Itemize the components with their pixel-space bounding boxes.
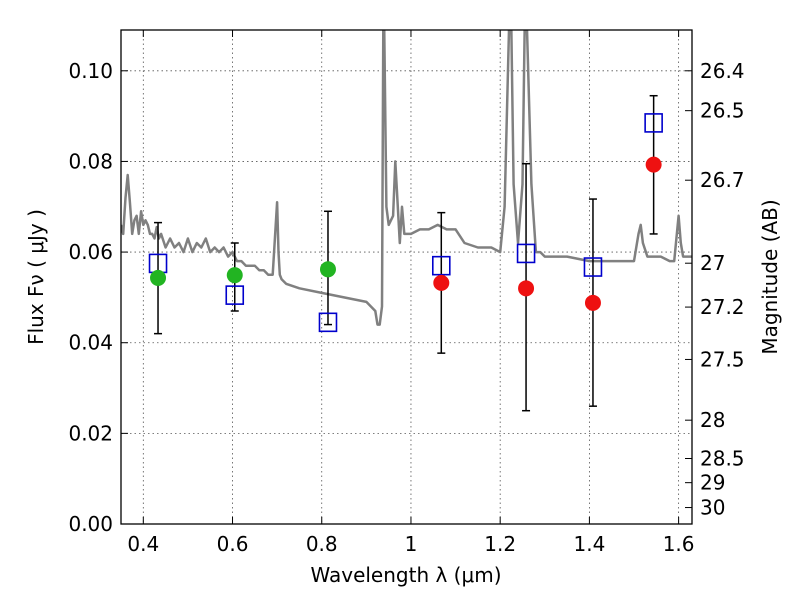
red-data-point <box>433 274 450 291</box>
y-right-tick-label: 27.5 <box>700 347 745 371</box>
x-tick-label: 0.4 <box>127 532 159 556</box>
model-flux-square <box>318 312 338 333</box>
y-tick-label: 0.08 <box>68 149 113 173</box>
model-flux-square <box>644 113 663 133</box>
y-right-tick-label: 30 <box>700 496 725 520</box>
y-tick-label: 0.02 <box>68 421 113 445</box>
y-right-tick-label: 26.7 <box>700 168 745 192</box>
y-tick-label: 0.06 <box>68 240 113 264</box>
plot-frame <box>120 29 693 525</box>
model-flux-square <box>225 285 245 305</box>
x-tick-label: 0.8 <box>306 532 338 556</box>
grid <box>121 30 692 525</box>
y-right-tick-label: 28 <box>700 408 725 432</box>
x-tick-label: 1.6 <box>663 532 695 556</box>
red-data-point <box>645 156 662 173</box>
x-tick-label: 1.4 <box>573 532 605 556</box>
green-data-point <box>150 269 167 286</box>
x-axis-label: Wavelength λ (μm) <box>310 563 501 587</box>
red-data-point <box>518 280 535 297</box>
ticks: 0.4 0.6 0.8 1 1.2 1.4 1.6 0.00 0.02 0.04 0.06 0.08 0… <box>68 30 745 556</box>
y-right-tick-label: 28.5 <box>700 446 745 470</box>
y-right-tick-label: 26.4 <box>700 59 745 83</box>
data-layer <box>121 30 692 412</box>
y-right-tick-label: 29 <box>700 471 725 495</box>
model-flux-square <box>583 257 603 277</box>
x-tick-label: 1.2 <box>484 532 516 556</box>
y-tick-label: 0.04 <box>68 331 113 355</box>
y-tick-label: 0.10 <box>68 59 113 83</box>
y-axis-right-label: Magnitude (AB) <box>758 199 782 354</box>
red-data-point <box>584 294 601 311</box>
green-data-point <box>319 261 336 278</box>
x-tick-label: 0.6 <box>217 532 249 556</box>
model-spectrum-line <box>121 30 692 326</box>
green-data-point <box>226 267 243 284</box>
model-flux-square <box>431 255 451 276</box>
y-right-tick-label: 27 <box>700 251 725 275</box>
y-tick-label: 0.00 <box>68 512 113 536</box>
model-flux-square <box>516 243 536 264</box>
y-right-tick-label: 26.5 <box>700 99 745 123</box>
y-right-tick-label: 27.2 <box>700 295 745 319</box>
x-tick-label: 1 <box>405 532 418 556</box>
y-axis-label: Flux Fν ( μJy ) <box>24 209 48 345</box>
